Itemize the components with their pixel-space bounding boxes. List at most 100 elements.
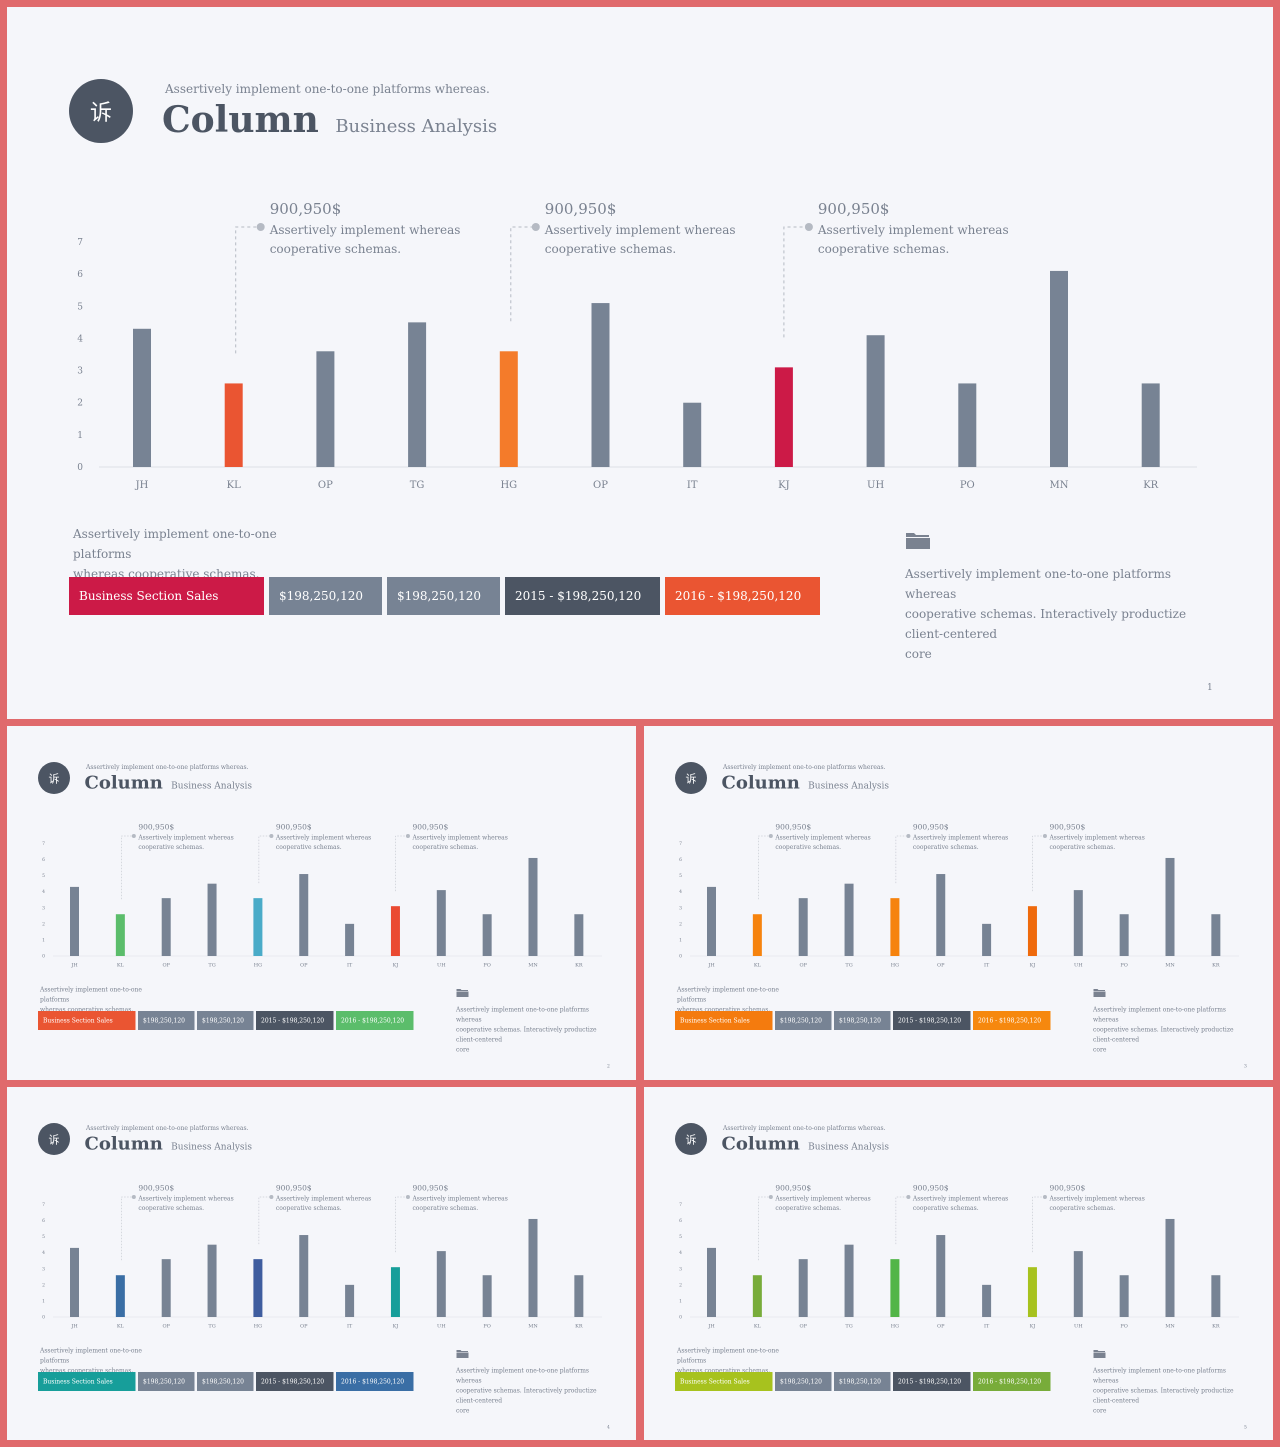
logo-glyph: 诉 <box>48 773 60 786</box>
legend-item-value: $198,250,120 <box>834 1372 891 1391</box>
folder-icon <box>1093 1350 1106 1358</box>
bar-it <box>345 923 355 956</box>
x-tick-label: UH <box>867 480 884 491</box>
logo-glyph: 诉 <box>685 1134 697 1147</box>
title-sub: Business Analysis <box>171 780 253 792</box>
description-left: Assertively implement one-to-one platfor… <box>677 985 807 1015</box>
bar-mn <box>1165 1218 1175 1317</box>
x-tick-label: KJ <box>778 480 789 491</box>
bar-uh <box>1073 890 1083 956</box>
description-right-line: Assertively implement one-to-one platfor… <box>1093 1006 1226 1023</box>
x-tick-label: OP <box>300 1324 308 1330</box>
x-tick-label: KR <box>575 1324 583 1330</box>
annotation-connector <box>258 835 272 884</box>
bar-mn <box>1050 270 1068 467</box>
bar-kj <box>390 906 400 956</box>
bar-chart: 0 1 2 3 4 5 6 7 JH KL OP TG HG OP IT KJ UH PO MN KR 900,950$… <box>77 200 1197 491</box>
x-tick-label: UH <box>437 1324 446 1330</box>
x-tick-label: KL <box>117 1324 125 1330</box>
y-tick-label: 3 <box>42 905 45 911</box>
annotation-text: Assertively implement whereas <box>774 1196 870 1203</box>
annotation-text: cooperative schemas. <box>775 844 841 851</box>
bar-kl <box>224 383 243 467</box>
annotation-value: 900,950$ <box>1049 1184 1085 1193</box>
description-right-line: cooperative schemas. Interactively produ… <box>1093 1387 1234 1404</box>
annotation-connector <box>235 226 261 354</box>
x-tick-label: KL <box>754 963 762 969</box>
y-tick-label: 2 <box>679 921 682 927</box>
annotation-dot <box>269 1195 274 1199</box>
logo-circle-icon: 诉 <box>38 1123 70 1155</box>
bar-it <box>982 1284 992 1317</box>
slide-subtitle: Assertively implement one-to-one platfor… <box>165 82 490 96</box>
logo-glyph: 诉 <box>89 101 112 126</box>
description-left-line: Assertively implement one-to-one platfor… <box>677 986 779 1003</box>
annotation-text: Assertively implement whereas <box>137 835 233 842</box>
bar-tg <box>207 1244 217 1317</box>
x-tick-label: OP <box>937 1324 945 1330</box>
y-tick-label: 3 <box>679 1266 682 1272</box>
folder-icon <box>1093 989 1106 997</box>
bar-jh <box>70 886 79 956</box>
x-tick-label: TG <box>845 963 852 969</box>
description-right: Assertively implement one-to-one platfor… <box>905 564 1225 664</box>
legend-item-value: $198,250,120 <box>138 1011 195 1030</box>
x-tick-label: IT <box>984 1324 990 1330</box>
y-tick-label: 6 <box>42 1218 45 1224</box>
legend-item-2016: 2016 - $198,250,120 <box>665 577 820 615</box>
page-number: 2 <box>607 1064 610 1069</box>
slide-subtitle: Assertively implement one-to-one platfor… <box>723 763 886 771</box>
annotation-text: Assertively implement whereas <box>1048 1196 1144 1203</box>
folder-icon <box>456 989 469 997</box>
x-tick-label: IT <box>687 480 698 491</box>
page-number: 3 <box>1244 1064 1247 1069</box>
x-tick-label: JH <box>135 480 149 491</box>
y-tick-label: 5 <box>679 873 682 879</box>
legend-item-business-section-sales: Business Section Sales <box>675 1011 773 1030</box>
x-tick-label: KR <box>1212 963 1220 969</box>
x-tick-label: OP <box>162 1324 170 1330</box>
slide-content: 诉 Assertively implement one-to-one platf… <box>7 1087 636 1440</box>
logo-circle-icon: 诉 <box>69 79 133 143</box>
bar-it <box>345 1284 355 1317</box>
bar-kl <box>115 1275 125 1317</box>
title-sub: Business Analysis <box>808 780 890 792</box>
slide-subtitle: Assertively implement one-to-one platfor… <box>86 763 249 771</box>
logo-circle-icon: 诉 <box>38 762 70 794</box>
y-tick-label: 1 <box>679 937 682 943</box>
description-right-line: cooperative schemas. Interactively produ… <box>905 607 1187 641</box>
annotation-value: 900,950$ <box>138 1184 174 1193</box>
annotation-value: 900,950$ <box>276 823 312 832</box>
annotation-connector <box>758 1196 771 1261</box>
bar-hg <box>890 1259 900 1317</box>
slide-title: Column Business Analysis <box>722 1133 890 1154</box>
title-main: Column <box>721 772 800 793</box>
annotation-value: 900,950$ <box>775 1184 811 1193</box>
bar-po <box>958 383 977 467</box>
y-tick-label: 6 <box>679 857 682 863</box>
y-tick-label: 4 <box>42 889 45 895</box>
x-tick-label: MN <box>528 963 538 969</box>
bar-it <box>982 923 992 956</box>
annotation-dot <box>131 834 136 838</box>
x-tick-label: HG <box>254 963 262 969</box>
folder-icon <box>906 533 930 549</box>
bar-op <box>591 303 610 467</box>
x-tick-label: HG <box>891 963 899 969</box>
annotation-text: Assertively implement whereas <box>411 835 507 842</box>
slide-5: 诉 Assertively implement one-to-one platf… <box>644 1087 1273 1440</box>
slide-4: 诉 Assertively implement one-to-one platf… <box>7 1087 636 1440</box>
annotation-connector <box>895 1196 909 1245</box>
annotation-dot <box>768 834 773 838</box>
annotation-value: 900,950$ <box>913 1184 949 1193</box>
slide-subtitle: Assertively implement one-to-one platfor… <box>86 1124 249 1132</box>
x-tick-label: OP <box>162 963 170 969</box>
slide-title: Column Business Analysis <box>85 1133 253 1154</box>
x-tick-label: HG <box>254 1324 262 1330</box>
x-tick-label: JH <box>707 963 715 969</box>
bar-kr <box>1211 1275 1221 1317</box>
y-tick-label: 5 <box>42 873 45 879</box>
y-tick-label: 2 <box>77 399 83 409</box>
page-number: 1 <box>1207 683 1213 693</box>
bar-tg <box>408 322 427 467</box>
